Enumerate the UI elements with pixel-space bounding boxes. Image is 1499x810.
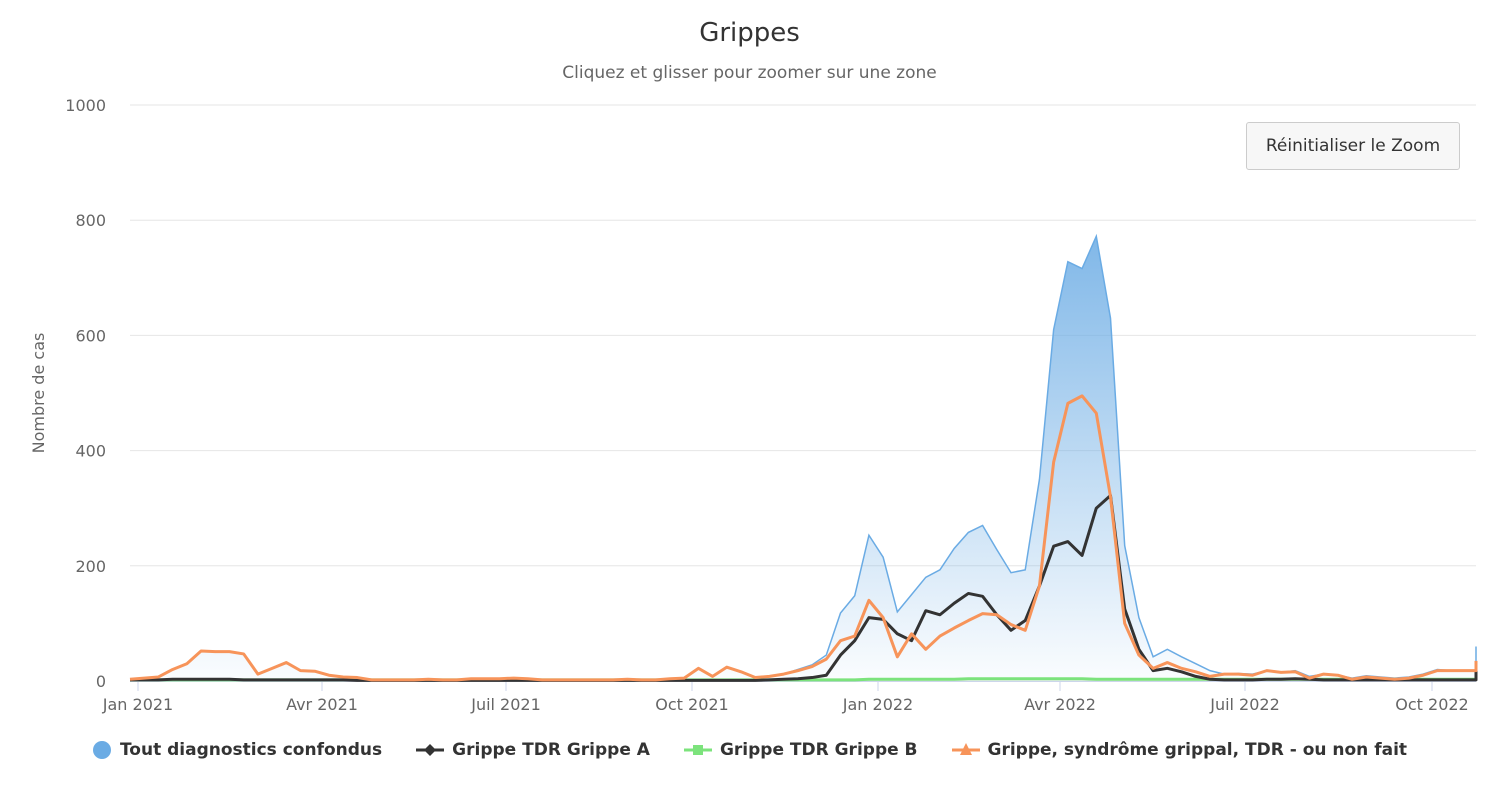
series-layer (129, 233, 1478, 682)
y-gridlines (130, 104, 1476, 682)
svg-text:200: 200 (75, 557, 106, 576)
legend-item-tout-diagnostics[interactable]: Tout diagnostics confondus (92, 740, 382, 760)
y-axis-ticks: 0 200 400 600 800 1000 (65, 96, 106, 691)
line-series-3 (129, 394, 1478, 682)
legend-label: Grippe TDR Grippe B (719, 740, 918, 760)
line-series-1 (130, 494, 1478, 682)
svg-text:Oct 2022: Oct 2022 (1395, 695, 1468, 714)
area-tout-diagnostics (130, 236, 1476, 681)
legend-label: Grippe TDR Grippe A (452, 740, 650, 760)
legend-item-syndrome-grippal[interactable]: Grippe, syndrôme grippal, TDR - ou non f… (951, 740, 1408, 760)
svg-text:1000: 1000 (65, 96, 106, 115)
svg-text:Jan 2021: Jan 2021 (102, 695, 173, 714)
square-line-icon (683, 745, 712, 755)
svg-text:Juil 2021: Juil 2021 (470, 695, 541, 714)
chart-title: Grippes (699, 18, 800, 48)
circle-marker-icon (92, 741, 111, 759)
svg-text:Juil 2022: Juil 2022 (1209, 695, 1280, 714)
legend-item-grippe-a[interactable]: Grippe TDR Grippe A (416, 740, 650, 760)
x-axis: Jan 2021 Avr 2021 Juil 2021 Oct 2021 Jan 202… (102, 681, 1476, 714)
svg-text:Oct 2021: Oct 2021 (655, 695, 728, 714)
diamond-line-icon (416, 744, 445, 756)
svg-text:Avr 2021: Avr 2021 (286, 695, 358, 714)
y-axis-title: Nombre de cas (29, 333, 48, 454)
svg-text:600: 600 (75, 326, 106, 345)
svg-text:400: 400 (75, 442, 106, 461)
chart-subtitle: Cliquez et glisser pour zoomer sur une z… (562, 63, 937, 83)
triangle-line-icon (951, 743, 980, 755)
legend-label: Tout diagnostics confondus (119, 740, 383, 760)
svg-text:Jan 2022: Jan 2022 (842, 695, 913, 714)
svg-text:0: 0 (96, 672, 106, 691)
legend-label: Grippe, syndrôme grippal, TDR - ou non f… (987, 740, 1408, 760)
chart-plot-area[interactable]: 0 200 400 600 800 1000 Nombre de cas Jan 2021… (0, 0, 1499, 730)
legend: Tout diagnostics confondus Grippe TDR Gr… (0, 740, 1499, 760)
svg-text:Avr 2022: Avr 2022 (1024, 695, 1096, 714)
svg-text:800: 800 (75, 211, 106, 230)
legend-item-grippe-b[interactable]: Grippe TDR Grippe B (683, 740, 918, 760)
reset-zoom-button[interactable]: Réinitialiser le Zoom (1246, 122, 1460, 170)
